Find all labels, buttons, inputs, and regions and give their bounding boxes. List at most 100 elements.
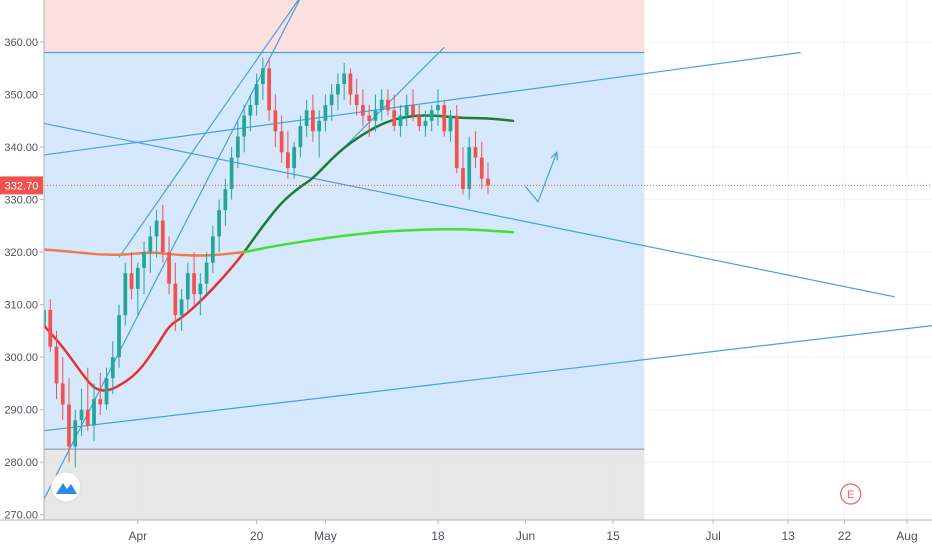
ma-orange <box>44 248 246 257</box>
candle-body <box>242 115 246 137</box>
upper-slope-line <box>44 51 801 156</box>
candle-body <box>348 73 353 95</box>
candle-body <box>154 220 159 237</box>
candle-body <box>192 273 196 295</box>
lower-support-line <box>44 325 932 432</box>
candle-body <box>336 84 340 95</box>
candle-body <box>379 99 384 111</box>
candle-body <box>123 273 128 316</box>
candle-body <box>298 126 303 148</box>
candle-body <box>217 210 221 237</box>
candle-body <box>286 152 290 169</box>
cloud-logo-icon-shape <box>56 483 77 494</box>
candle-body <box>436 105 440 111</box>
candle-body <box>354 94 359 106</box>
y-tick-label: 300.00 <box>4 352 38 364</box>
candle-body <box>98 399 103 405</box>
y-tick-label: 320.00 <box>4 247 38 259</box>
candle-body <box>429 110 434 121</box>
candle-body <box>204 262 209 284</box>
candle-body <box>467 147 472 190</box>
y-tick-label: 310.00 <box>4 300 38 312</box>
candle-body <box>260 68 265 85</box>
candle-body <box>279 131 284 153</box>
candle-body <box>423 120 428 127</box>
candle-body <box>167 252 171 284</box>
candle-body <box>361 105 365 116</box>
lower-zone <box>44 449 645 520</box>
rising-channel-upper <box>118 0 300 258</box>
candle-body <box>54 346 59 384</box>
candle-body <box>210 236 215 263</box>
x-axis-panel <box>0 520 932 550</box>
x-tick-label: 22 <box>838 529 852 543</box>
candle-body <box>85 409 90 426</box>
candle-body <box>104 378 109 405</box>
candle-body <box>173 283 178 316</box>
x-tick-label: 15 <box>606 529 620 543</box>
candle-body <box>185 273 190 300</box>
candle-body <box>254 84 259 106</box>
candle-body <box>67 404 71 447</box>
candle-body <box>448 115 453 132</box>
x-tick-label: Jun <box>516 529 535 543</box>
middle-zone <box>44 52 645 450</box>
candle-body <box>48 309 53 347</box>
candle-body <box>160 220 165 253</box>
candle-body <box>486 178 490 186</box>
cloud-logo-icon-bg <box>50 471 82 503</box>
candle-body <box>417 115 422 127</box>
candle-body <box>148 236 153 253</box>
candles <box>44 57 490 468</box>
candle-body <box>373 110 378 121</box>
candle-body <box>198 283 203 295</box>
candle-body <box>248 105 253 116</box>
y-tick-label: 330.00 <box>4 195 38 207</box>
candle-body <box>44 309 46 326</box>
x-tick-label: 13 <box>781 529 795 543</box>
candle-body <box>392 110 397 127</box>
descending-line <box>44 122 895 298</box>
candle-body <box>461 168 465 190</box>
candle-body <box>142 252 146 268</box>
x-tick-label: Aug <box>896 529 917 543</box>
candle-body <box>273 110 278 132</box>
x-tick-label: 18 <box>431 529 445 543</box>
y-tick-label: 360.00 <box>4 37 38 49</box>
candle-body <box>329 94 334 106</box>
candle-body <box>317 120 322 132</box>
x-tick-label: May <box>314 529 337 543</box>
y-tick-label: 290.00 <box>4 405 38 417</box>
candle-body <box>129 273 134 289</box>
annotation-arrow-head <box>550 151 559 161</box>
candle-body <box>342 73 347 85</box>
earnings-marker <box>840 483 862 505</box>
candle-body <box>386 99 390 111</box>
candle-body <box>135 267 140 289</box>
candle-body <box>110 357 115 379</box>
candle-body <box>367 115 372 121</box>
candle-body <box>229 157 234 190</box>
y-tick-label: 340.00 <box>4 142 38 154</box>
x-tick-label: Apr <box>128 529 147 543</box>
candle-body <box>479 157 484 179</box>
last-price-label: 332.70 <box>5 180 39 192</box>
candle-body <box>454 115 459 169</box>
candle-body <box>223 189 228 211</box>
candle-body <box>411 105 415 116</box>
candle-body <box>304 110 309 127</box>
candle-body <box>311 110 315 132</box>
candle-body <box>73 420 78 447</box>
x-tick-label: Jul <box>705 529 720 543</box>
candle-body <box>267 68 272 111</box>
candle-body <box>179 299 184 316</box>
candle-body <box>398 115 403 127</box>
y-tick-label: 350.00 <box>4 90 38 102</box>
candle-body <box>323 105 328 121</box>
y-axis-panel <box>0 0 44 550</box>
zones <box>44 0 645 520</box>
candle-body <box>117 315 121 358</box>
